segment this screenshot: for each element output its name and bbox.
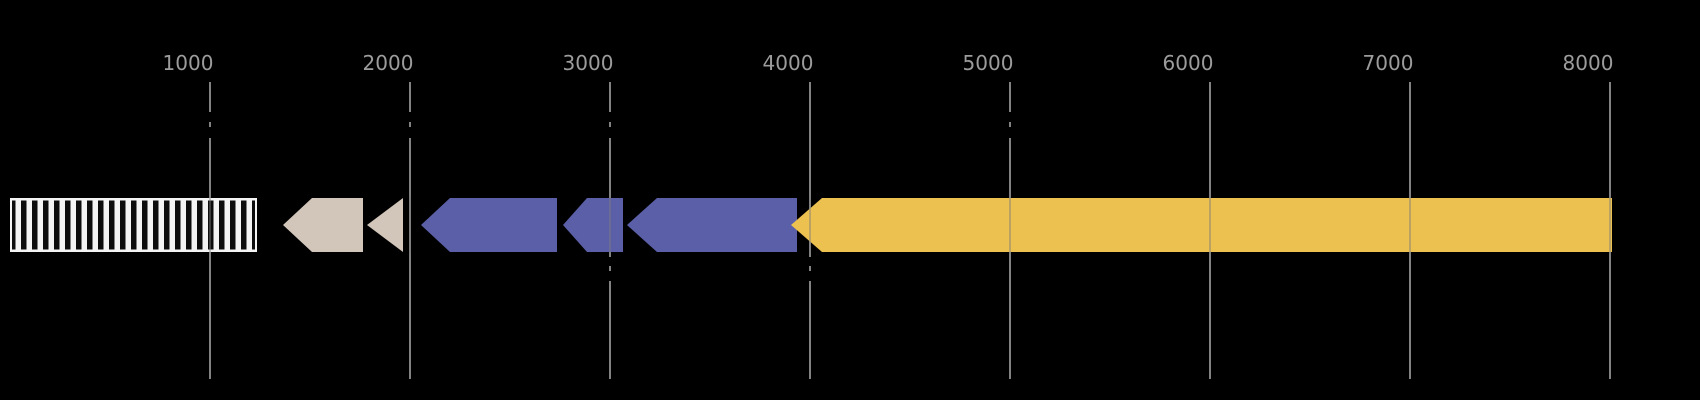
- gridline-dash: [408, 112, 412, 122]
- gridlines-overlay-layer: [209, 196, 1611, 254]
- axis-tick-label: 5000: [963, 51, 1014, 75]
- blue-arrow-feature-3: [627, 198, 797, 252]
- axis-tick-label: 6000: [1163, 51, 1214, 75]
- gridline-dash: [408, 127, 412, 138]
- features-layer: [10, 198, 1612, 252]
- axis-tick-label: 4000: [763, 51, 814, 75]
- tick-labels-layer: 1000 2000 3000 4000 5000 6000 7000 8000: [163, 51, 1614, 75]
- blue-arrow-feature-1: [421, 198, 557, 252]
- yellow-arrow-feature: [791, 198, 1612, 252]
- gridline-dash: [808, 257, 812, 266]
- axis-tick-label: 3000: [563, 51, 614, 75]
- gridline-dashes-layer: [208, 112, 1012, 281]
- blue-arrow-feature-2: [563, 198, 623, 252]
- gridline-dash: [208, 127, 212, 138]
- hatched-box-feature-stripes: [12, 200, 255, 250]
- gridline-dash: [608, 257, 612, 266]
- axis-tick-label: 8000: [1563, 51, 1614, 75]
- gridline-dash: [208, 112, 212, 122]
- gridline-dash: [608, 127, 612, 138]
- beige-arrow-feature: [283, 198, 363, 252]
- axis-tick-label: 2000: [363, 51, 414, 75]
- gridline-dash: [608, 271, 612, 281]
- gridline-dash: [608, 112, 612, 122]
- gridline-dash: [1008, 127, 1012, 138]
- beige-triangle-feature: [367, 198, 403, 252]
- gridline-dash: [1008, 112, 1012, 122]
- axis-tick-label: 1000: [163, 51, 214, 75]
- gridline-dash: [808, 271, 812, 281]
- axis-tick-label: 7000: [1363, 51, 1414, 75]
